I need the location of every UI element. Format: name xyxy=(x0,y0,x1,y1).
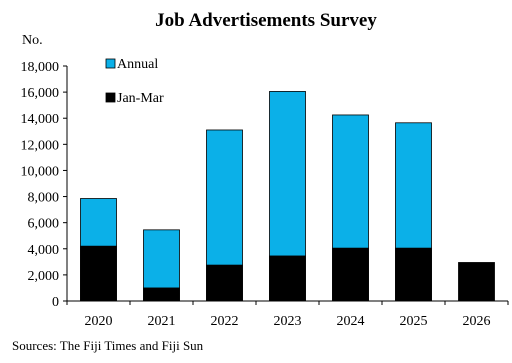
bar-jan-mar-2022 xyxy=(206,264,243,302)
y-tick-label: 4,000 xyxy=(28,243,60,258)
y-tick-label: 8,000 xyxy=(28,191,60,206)
bars xyxy=(80,91,495,302)
bar-jan-mar-2025 xyxy=(395,247,432,302)
x-tick-label: 2021 xyxy=(148,314,176,329)
bar-jan-mar-2024 xyxy=(332,247,369,302)
y-axis-unit-label: No. xyxy=(22,33,43,48)
legend-swatch-annual xyxy=(105,58,116,69)
y-tick-label: 2,000 xyxy=(28,269,60,284)
x-tick-label: 2024 xyxy=(337,314,365,329)
bar-jan-mar-2021 xyxy=(143,287,180,302)
x-tick-label: 2023 xyxy=(274,314,302,329)
chart-title: Job Advertisements Survey xyxy=(155,10,377,31)
x-tick-label: 2020 xyxy=(85,314,113,329)
legend-label-annual: Annual xyxy=(117,57,158,72)
source-note: Sources: The Fiji Times and Fiji Sun xyxy=(12,338,204,353)
axes: 0 2,000 4,000 6,000 8,000 10,000 12,000 14,000 1… xyxy=(21,60,509,329)
legend-swatch-jan-mar xyxy=(105,92,116,103)
x-tick-label: 2026 xyxy=(463,314,491,329)
bar-jan-mar-2023 xyxy=(269,255,306,302)
bar-jan-mar-2020 xyxy=(80,245,117,302)
bar-jan-mar-2026 xyxy=(458,262,495,302)
y-tick-label: 10,000 xyxy=(21,164,60,179)
y-tick-label: 16,000 xyxy=(21,86,60,101)
y-tick-label: 14,000 xyxy=(21,112,60,127)
x-tick-label: 2022 xyxy=(211,314,239,329)
y-tick-label: 18,000 xyxy=(21,60,60,75)
y-tick-label: 12,000 xyxy=(21,138,60,153)
legend-label-jan-mar: Jan-Mar xyxy=(117,91,164,106)
legend: Annual Jan-Mar xyxy=(105,57,164,106)
y-tick-label: 6,000 xyxy=(28,217,60,232)
x-tick-label: 2025 xyxy=(400,314,428,329)
y-tick-label: 0 xyxy=(52,295,59,310)
